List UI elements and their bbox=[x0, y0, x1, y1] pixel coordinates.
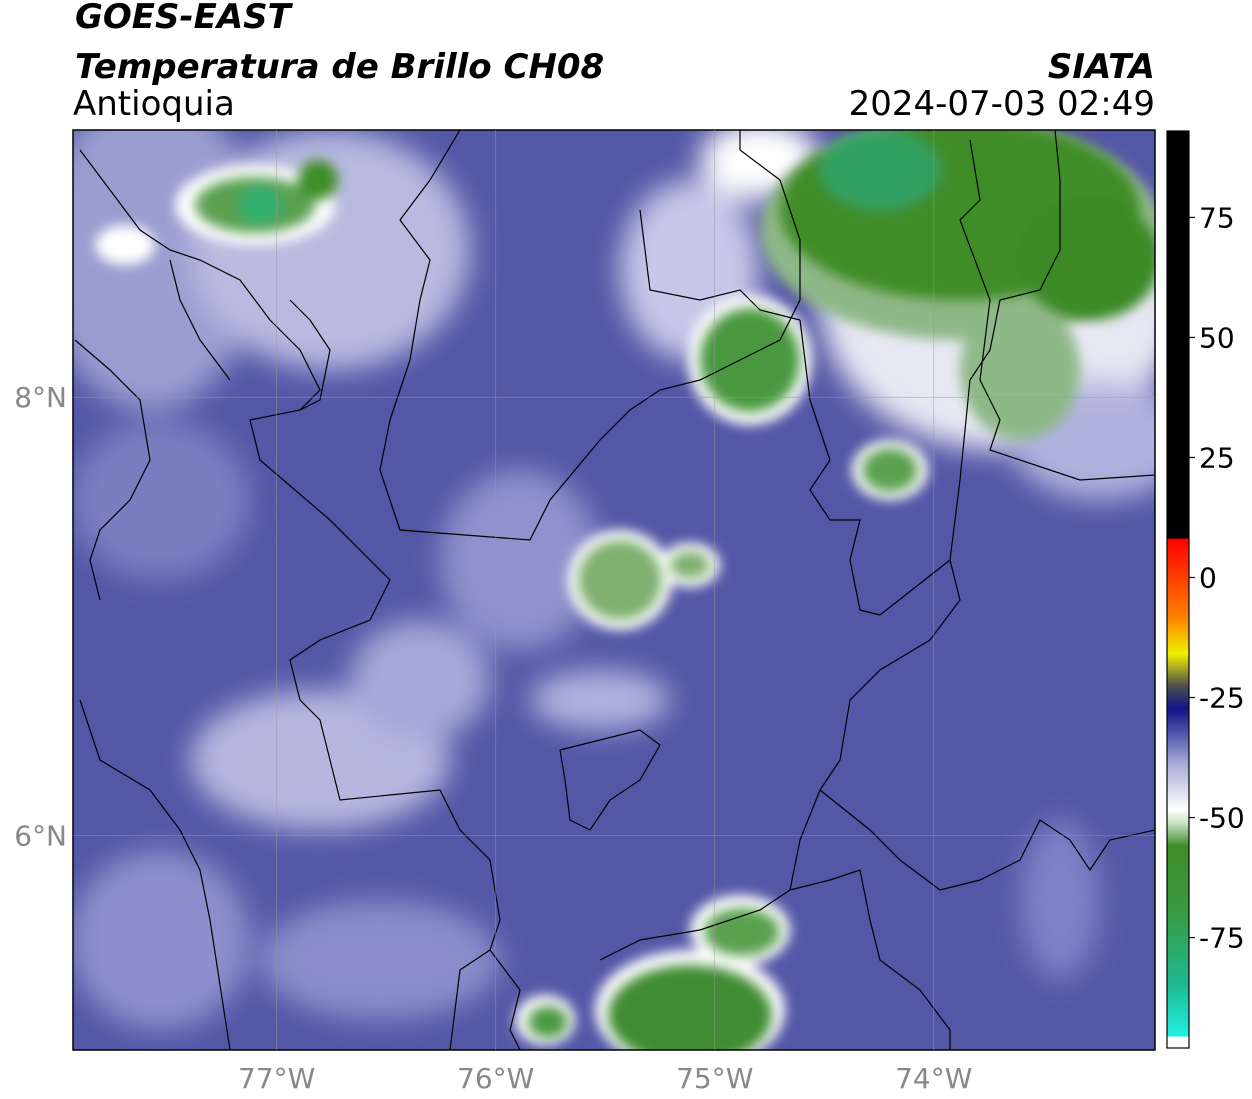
lon-tick-label: 76°W bbox=[457, 1062, 534, 1095]
colorbar-tick-label: 0 bbox=[1199, 561, 1217, 594]
map-frame bbox=[72, 129, 1156, 1051]
colorbar-tick-label: 50 bbox=[1199, 321, 1235, 354]
region: Antioquia bbox=[73, 84, 235, 124]
title: GOES-EAST bbox=[75, 0, 294, 37]
lat-tick-label: 8°N bbox=[14, 381, 67, 414]
colorbar-tick-label: -25 bbox=[1199, 682, 1245, 715]
borders bbox=[74, 130, 1155, 1050]
colorbar-tick-label: 75 bbox=[1199, 201, 1235, 234]
lon-tick-label: 75°W bbox=[676, 1062, 753, 1095]
satellite-image bbox=[73, 130, 1155, 1050]
datetime: 2024-07-03 02:49 bbox=[849, 84, 1155, 124]
colorbar bbox=[1166, 130, 1190, 1049]
graticule bbox=[73, 130, 1155, 1050]
lon-tick-label: 77°W bbox=[238, 1062, 315, 1095]
colorbar-tick-label: -75 bbox=[1199, 922, 1245, 955]
source: SIATA bbox=[1048, 47, 1155, 87]
subtitle: Temperatura de Brillo CH08 bbox=[75, 47, 604, 87]
lon-tick-label: 74°W bbox=[895, 1062, 972, 1095]
colorbar-tick-label: 25 bbox=[1199, 441, 1235, 474]
lat-tick-label: 6°N bbox=[14, 819, 67, 852]
colorbar-tick-label: -50 bbox=[1199, 802, 1245, 835]
